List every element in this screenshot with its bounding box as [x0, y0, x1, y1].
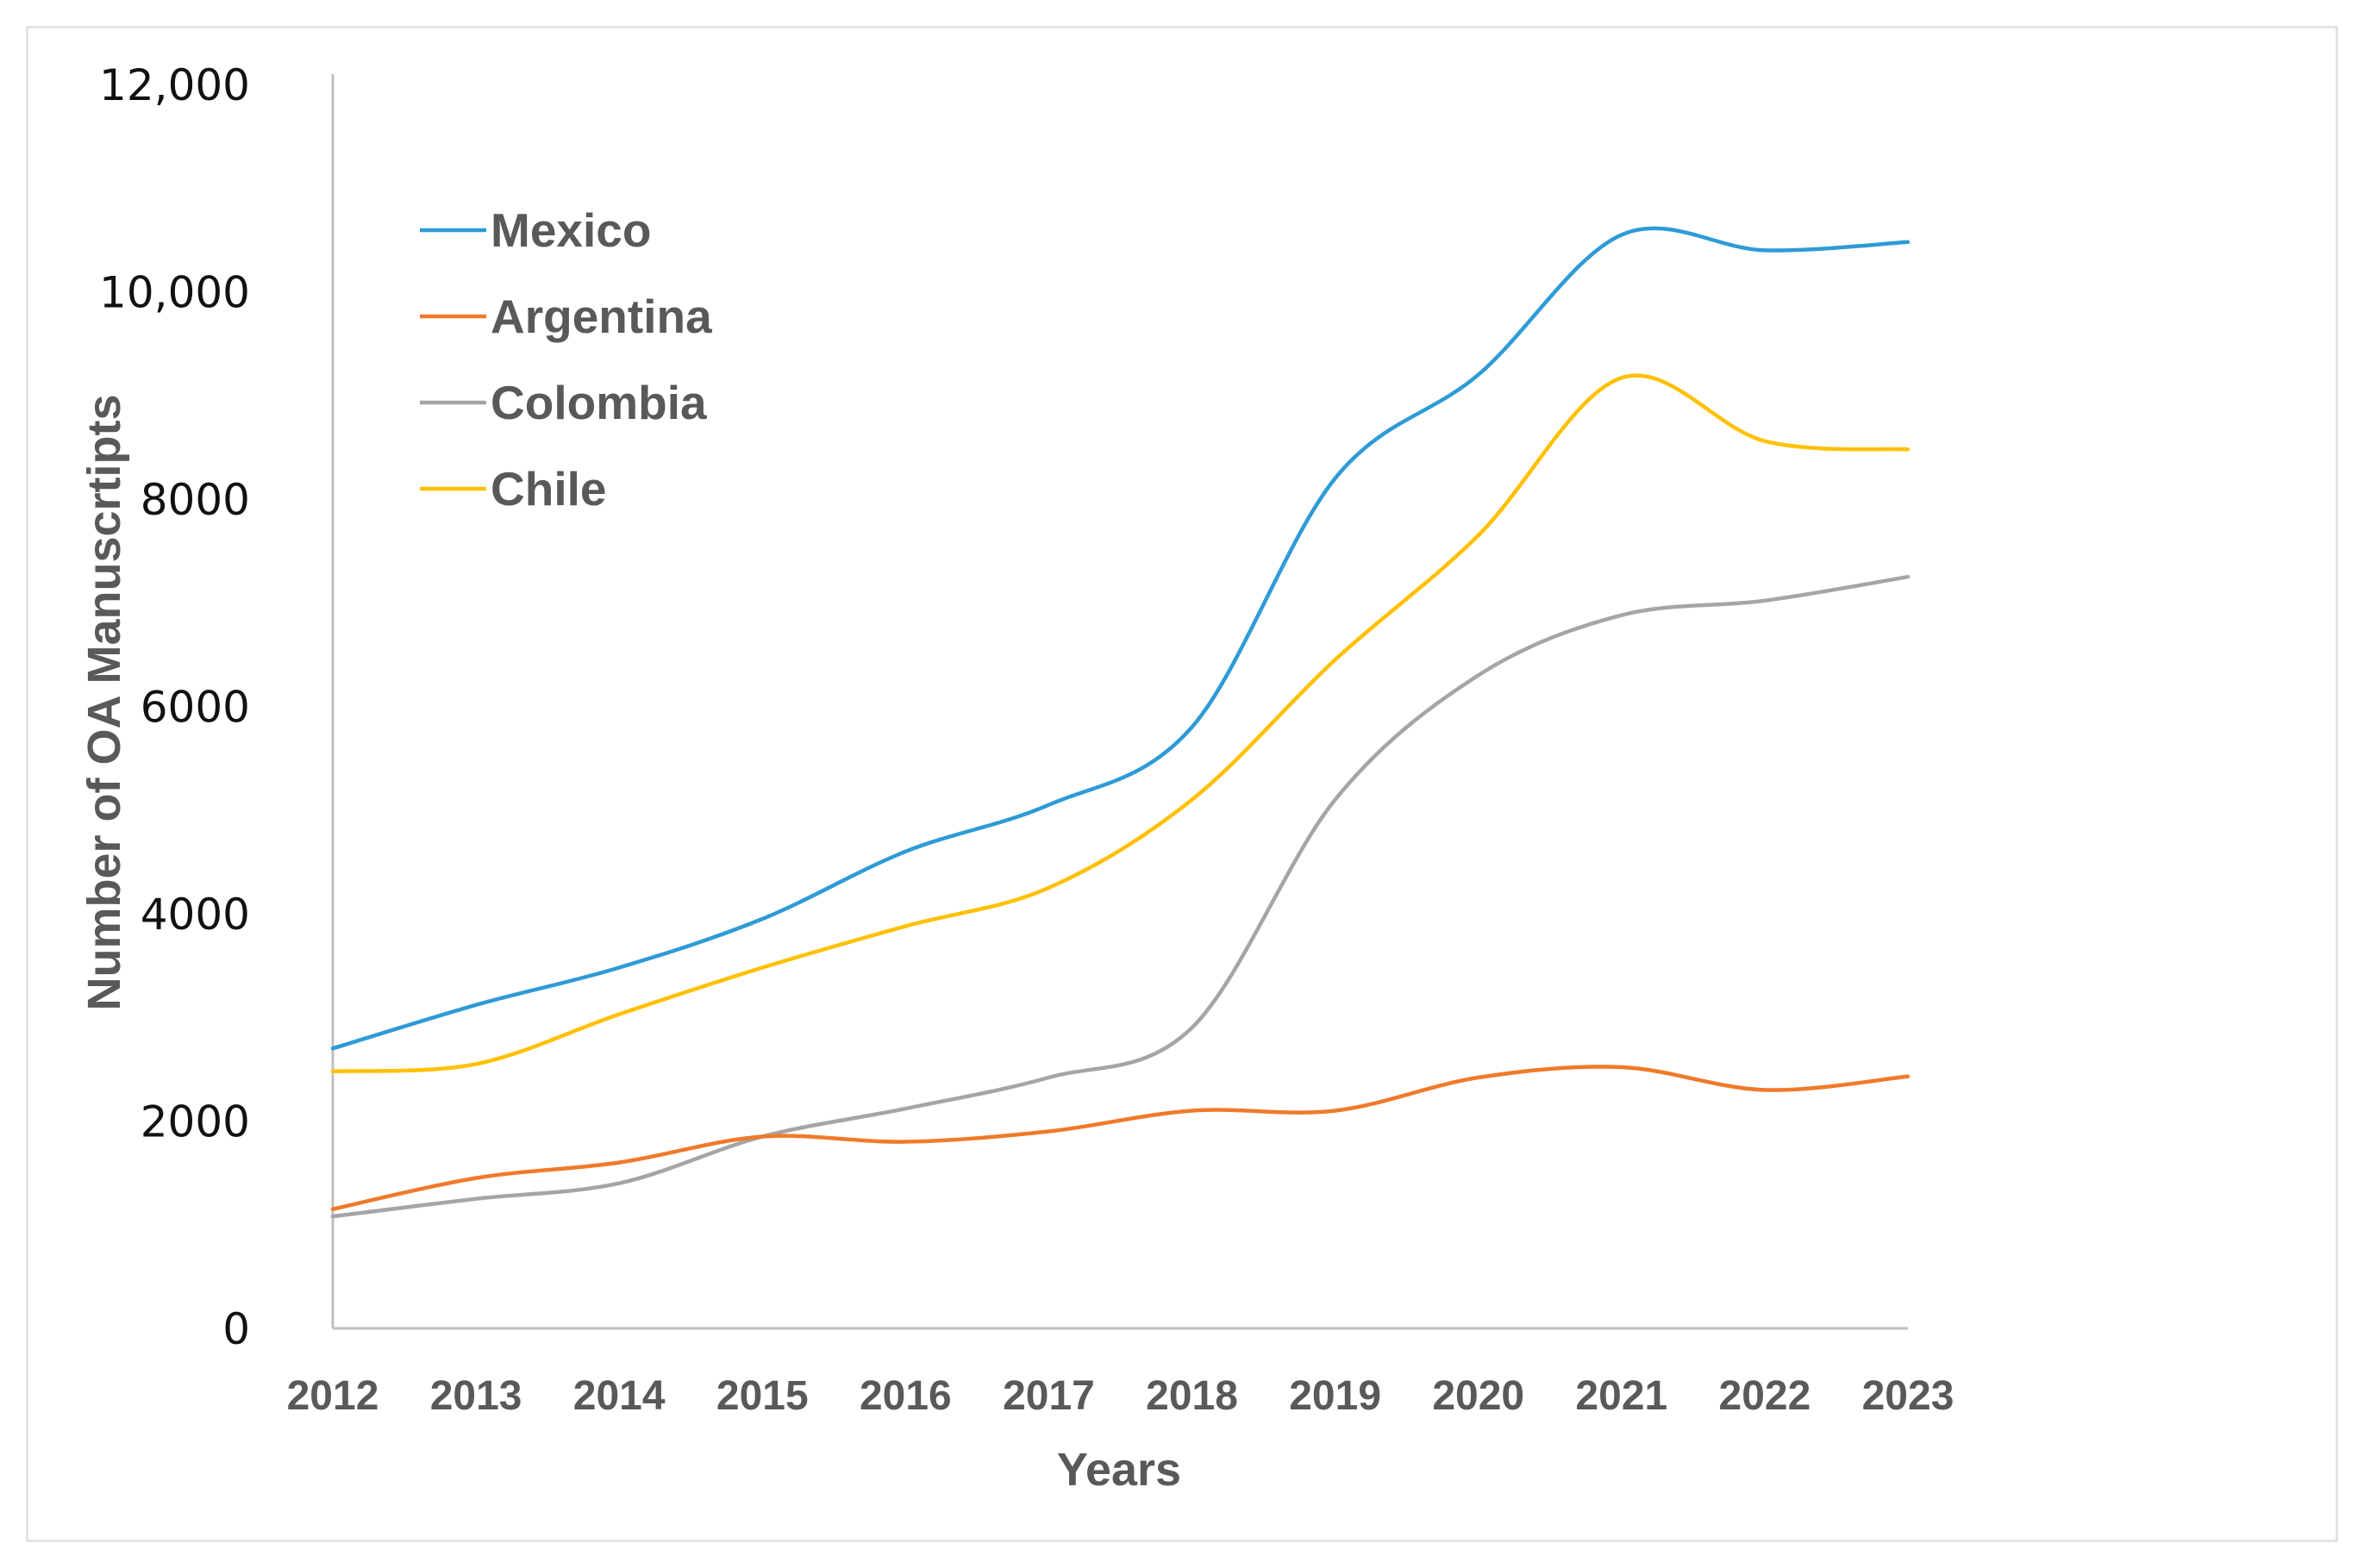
y-tick-label: 8000 — [141, 475, 250, 525]
x-tick-label: 2013 — [430, 1373, 522, 1419]
x-tick-label: 2012 — [287, 1373, 379, 1419]
x-tick-label: 2021 — [1575, 1373, 1667, 1419]
x-tick-label: 2016 — [860, 1373, 952, 1419]
series-line-chile — [330, 373, 1911, 1074]
y-tick-label: 6000 — [141, 683, 250, 733]
legend-label-mexico: Mexico — [491, 203, 651, 257]
series-lines — [330, 226, 1911, 1219]
legend: Mexico Argentina Colombia Chile — [420, 203, 712, 515]
x-tick-label: 2022 — [1719, 1373, 1811, 1419]
legend-label-chile: Chile — [491, 462, 606, 515]
series-line-argentina — [330, 1065, 1911, 1211]
x-tick-label: 2014 — [573, 1373, 666, 1419]
y-axis: 0 2000 4000 6000 8000 10,000 12,000 — [99, 60, 335, 1354]
y-axis-title: Number of OA Manuscrtipts — [78, 394, 130, 1010]
chart-frame — [26, 26, 2338, 1542]
y-tick-label: 4000 — [141, 890, 250, 940]
x-axis-title: Years — [1057, 1444, 1181, 1496]
x-axis: 2012 2013 2014 2015 2016 2017 2018 2019 2020 2021… — [287, 1327, 1954, 1419]
y-tick-label: 10,000 — [99, 268, 250, 318]
y-tick-label: 2000 — [141, 1097, 250, 1147]
legend-label-argentina: Argentina — [491, 290, 712, 343]
x-tick-label: 2018 — [1146, 1373, 1238, 1419]
x-tick-label: 2019 — [1289, 1373, 1381, 1419]
x-tick-label: 2017 — [1003, 1373, 1095, 1419]
legend-label-colombia: Colombia — [491, 376, 707, 429]
x-tick-label: 2015 — [716, 1373, 809, 1419]
series-line-mexico — [330, 226, 1911, 1051]
y-tick-label: 0 — [222, 1304, 250, 1354]
x-tick-label: 2023 — [1862, 1373, 1954, 1419]
x-tick-label: 2020 — [1432, 1373, 1524, 1419]
series-line-colombia — [330, 574, 1911, 1219]
y-tick-label: 12,000 — [99, 60, 250, 110]
